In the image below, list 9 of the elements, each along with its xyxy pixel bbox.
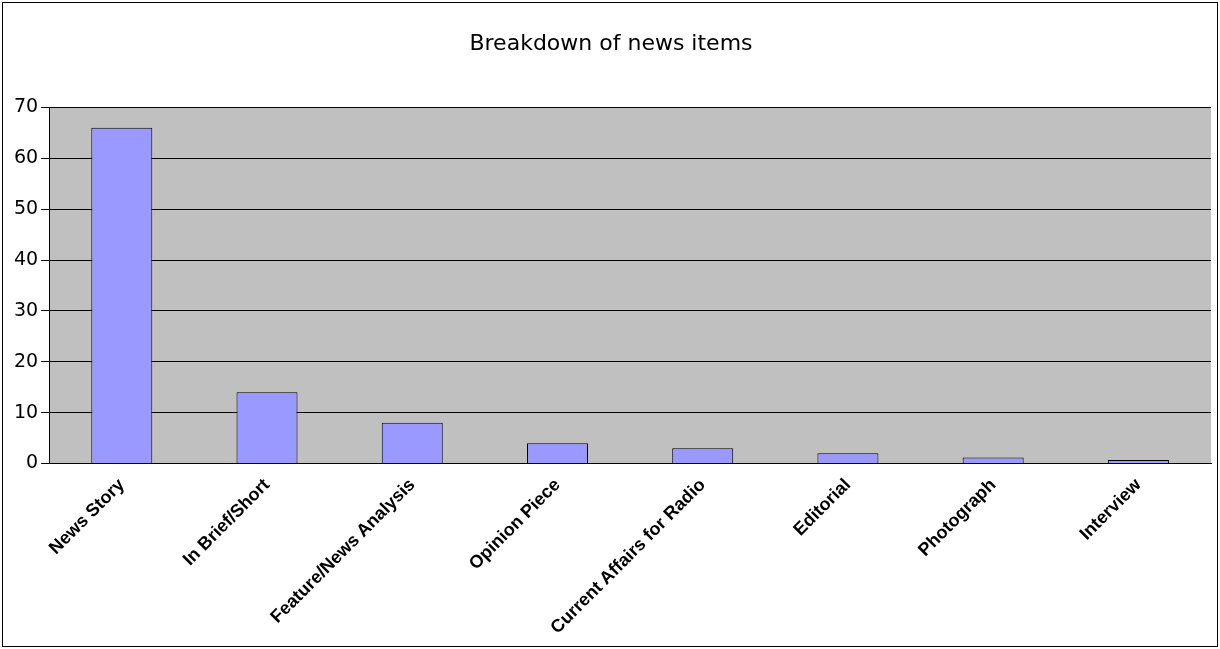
y-tick-label: 30 [13, 297, 39, 320]
y-tick-label: 20 [13, 348, 39, 371]
y-tick-label: 50 [13, 196, 39, 219]
y-tick-label: 10 [13, 399, 39, 422]
y-tick-label: 0 [26, 450, 39, 473]
chart-title: Breakdown of news items [469, 29, 753, 55]
y-tick-label: 70 [13, 94, 39, 117]
y-tick-label: 40 [13, 246, 39, 269]
y-tick-label: 60 [13, 145, 39, 168]
